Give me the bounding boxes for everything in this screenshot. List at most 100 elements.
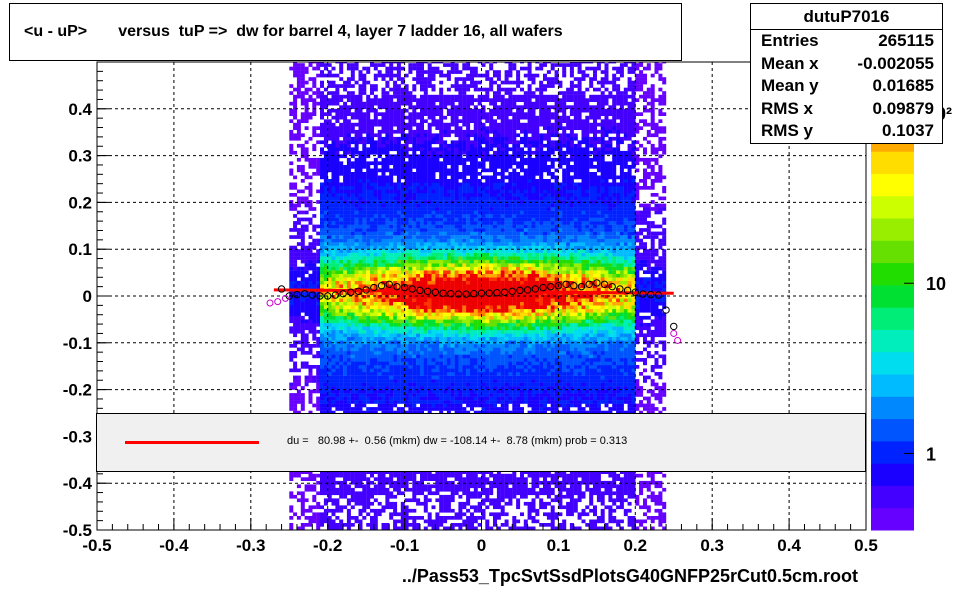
heatmap-cell: [331, 140, 336, 145]
heatmap-cell: [354, 291, 359, 295]
heatmap-cell: [296, 87, 301, 92]
heatmap-cell: [296, 473, 301, 478]
heatmap-cell: [346, 336, 351, 341]
heatmap-cell: [358, 375, 363, 380]
heatmap-cell: [370, 301, 374, 306]
heatmap-cell: [423, 224, 428, 229]
heatmap-cell: [431, 523, 436, 527]
heatmap-cell: [443, 252, 448, 257]
heatmap-cell: [435, 336, 440, 341]
heatmap-cell: [423, 508, 428, 513]
heatmap-cell: [350, 361, 355, 366]
heatmap-cell: [370, 523, 374, 527]
heatmap-cell: [393, 315, 398, 320]
heatmap-cell: [339, 400, 344, 404]
heatmap-cell: [331, 217, 336, 222]
heatmap-cell: [370, 259, 374, 264]
heatmap-cell: [308, 221, 313, 225]
heatmap-cell: [450, 407, 455, 411]
heatmap-cell: [446, 372, 451, 376]
heatmap-cell: [396, 66, 401, 71]
heatmap-cell: [393, 228, 398, 232]
heatmap-cell: [346, 508, 351, 513]
heatmap-cell: [296, 70, 301, 74]
heatmap-cell: [393, 389, 398, 394]
heatmap-cell: [362, 372, 367, 376]
heatmap-cell: [408, 470, 413, 474]
heatmap-cell: [323, 122, 328, 127]
heatmap-cell: [300, 396, 305, 401]
heatmap-cell: [323, 140, 328, 145]
heatmap-cell: [450, 403, 455, 408]
heatmap-cell: [450, 491, 455, 496]
heatmap-cell: [323, 501, 328, 506]
heatmap-cell: [408, 186, 413, 190]
heatmap-cell: [446, 203, 451, 208]
heatmap-cell: [443, 273, 448, 278]
heatmap-cell: [358, 470, 363, 474]
heatmap-cell: [454, 396, 459, 401]
heatmap-cell: [300, 238, 305, 243]
heatmap-cell: [423, 305, 428, 310]
heatmap-cell: [331, 252, 336, 257]
heatmap-cell: [373, 207, 378, 211]
heatmap-cell: [293, 284, 298, 288]
heatmap-cell: [393, 245, 398, 250]
heatmap-cell: [416, 270, 421, 274]
heatmap-cell: [308, 189, 313, 194]
heatmap-cell: [339, 347, 344, 352]
heatmap-cell: [308, 410, 313, 415]
heatmap-cell: [443, 358, 448, 362]
heatmap-cell: [416, 340, 421, 345]
heatmap-cell: [381, 203, 386, 208]
heatmap-cell: [393, 189, 398, 194]
heatmap-cell: [435, 200, 440, 204]
heatmap-cell: [381, 526, 386, 530]
heatmap-cell: [393, 344, 398, 348]
heatmap-cell: [350, 294, 355, 299]
heatmap-cell: [312, 207, 317, 211]
heatmap-cell: [370, 379, 374, 383]
heatmap-cell: [312, 291, 317, 295]
heatmap-cell: [423, 526, 428, 530]
heatmap-cell: [323, 98, 328, 102]
heatmap-cell: [454, 245, 459, 250]
heatmap-cell: [339, 505, 344, 510]
heatmap-cell: [454, 308, 459, 313]
heatmap-cell: [431, 140, 436, 145]
heatmap-cell: [450, 400, 455, 404]
heatmap-cell: [320, 280, 324, 285]
heatmap-cell: [362, 277, 367, 281]
heatmap-cell: [339, 217, 344, 222]
heatmap-cell: [308, 505, 313, 510]
heatmap-cell: [289, 133, 294, 138]
heatmap-cell: [458, 407, 463, 411]
heatmap-cell: [420, 361, 424, 366]
heatmap-cell: [427, 101, 432, 106]
heatmap-cell: [300, 508, 305, 513]
heatmap-cell: [296, 94, 301, 99]
heatmap-cell: [423, 505, 428, 510]
heatmap-cell: [350, 523, 355, 527]
heatmap-cell: [296, 280, 301, 285]
heatmap-cell: [308, 400, 313, 404]
heatmap-cell: [323, 63, 328, 67]
heatmap-cell: [454, 235, 459, 239]
heatmap-cell: [450, 238, 455, 243]
heatmap-cell: [362, 379, 367, 383]
heatmap-cell: [454, 473, 459, 478]
heatmap-cell: [416, 115, 421, 120]
heatmap-cell: [385, 351, 390, 355]
heatmap-cell: [335, 393, 340, 397]
heatmap-cell: [381, 168, 386, 173]
heatmap-cell: [443, 389, 448, 394]
heatmap-cell: [404, 175, 409, 180]
heatmap-cell: [358, 252, 363, 257]
heatmap-cell: [431, 491, 436, 496]
heatmap-cell: [404, 161, 409, 166]
heatmap-cell: [385, 319, 390, 324]
heatmap-cell: [427, 182, 432, 187]
heatmap-cell: [370, 108, 374, 113]
heatmap-cell: [323, 333, 328, 338]
heatmap-cell: [439, 161, 444, 166]
